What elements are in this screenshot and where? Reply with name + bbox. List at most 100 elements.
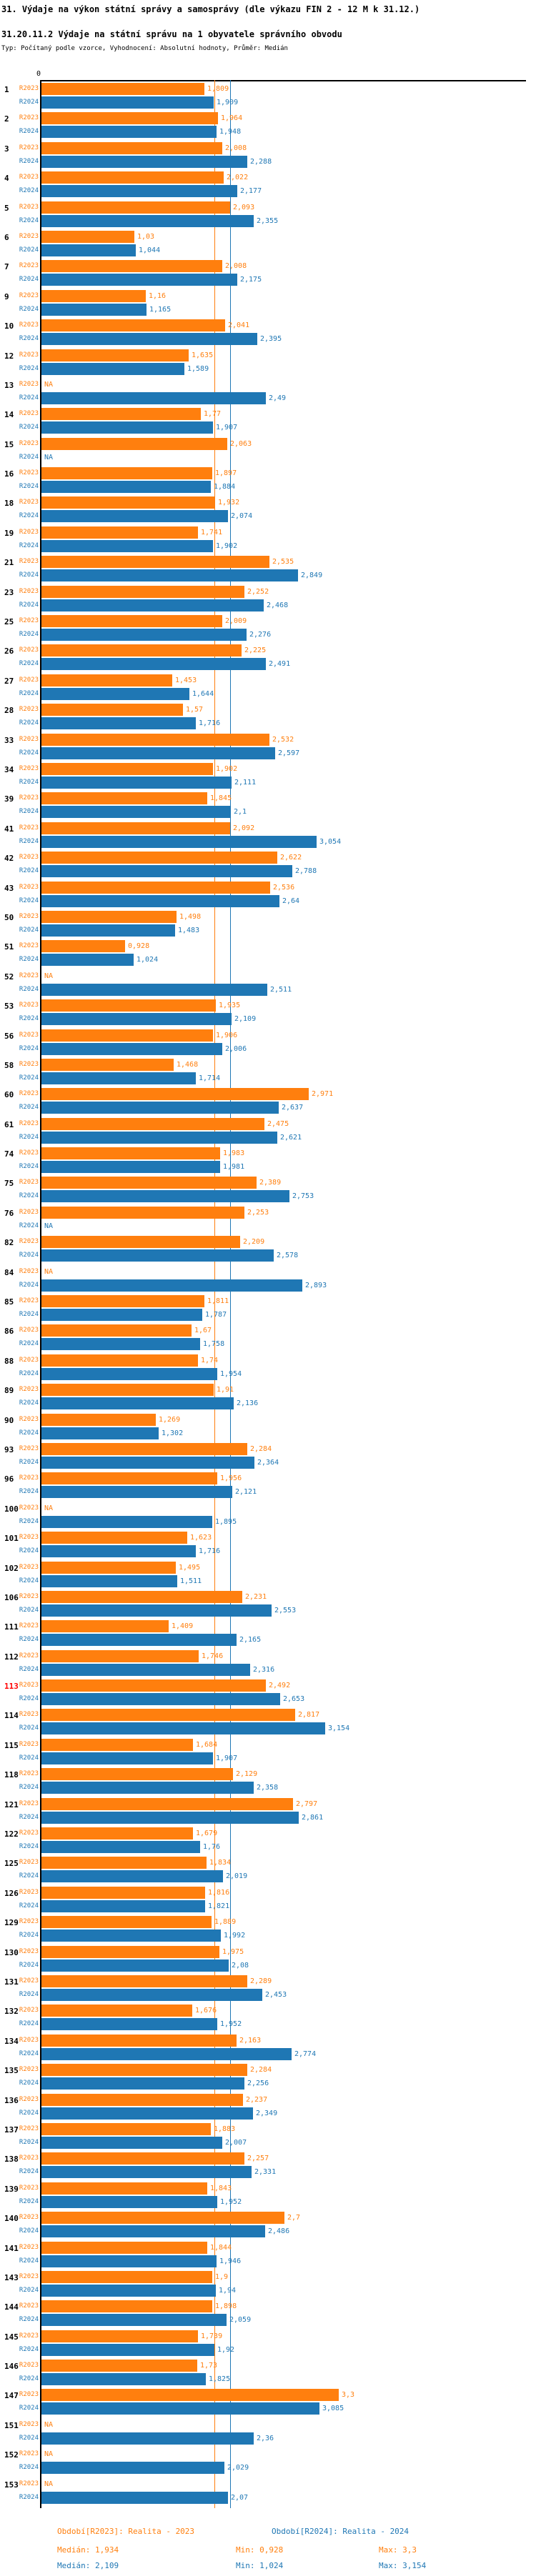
value-label-r2023: 1,74 xyxy=(201,1356,219,1364)
district-row: 23 R2023 2,252 R2024 2,468 xyxy=(0,585,536,615)
series-label-r2024: R2024 xyxy=(19,2080,39,2087)
bar-r2023 xyxy=(41,289,146,302)
value-label-r2024: 1,76 xyxy=(203,1843,221,1852)
value-label-r2023: 2,817 xyxy=(298,1711,320,1719)
bar-r2023 xyxy=(41,1797,293,1810)
district-row: 86 R2023 1,67 R2024 1,758 xyxy=(0,1324,536,1354)
bar-r2023 xyxy=(41,556,269,569)
bar-r2023 xyxy=(41,1384,214,1397)
value-label-r2024: 2,019 xyxy=(226,1872,248,1881)
series-label-r2023: R2023 xyxy=(19,1090,39,1098)
axis-top-line xyxy=(40,80,526,81)
district-row: 118 R2023 2,129 R2024 2,358 xyxy=(0,1768,536,1797)
bar-line-r2024: R2024 2,165 xyxy=(0,1634,536,1647)
series-label-r2024: R2024 xyxy=(19,1311,39,1319)
district-row: 136 R2023 2,237 R2024 2,349 xyxy=(0,2093,536,2123)
value-label-r2024: 1,787 xyxy=(205,1311,227,1319)
bar-line-r2024: R2024 1,952 xyxy=(0,2018,536,2031)
bar-r2024 xyxy=(41,1042,222,1055)
bar-line-r2023: R2023 NA xyxy=(0,1266,536,1278)
bar-line-r2023: R2023 2,022 xyxy=(0,171,536,184)
value-label-r2023: 1,809 xyxy=(207,85,229,93)
district-number: 18 xyxy=(4,499,14,509)
series-label-r2024: R2024 xyxy=(19,2257,39,2265)
bar-line-r2024: R2024 2,059 xyxy=(0,2314,536,2327)
series-label-r2023: R2023 xyxy=(19,2066,39,2074)
series-label-r2023: R2023 xyxy=(19,1119,39,1127)
series-label-r2023: R2023 xyxy=(19,1740,39,1748)
value-label-r2023: 1,409 xyxy=(172,1622,194,1631)
bar-r2024 xyxy=(41,1102,279,1114)
bar-line-r2023: R2023 2,7 xyxy=(0,2212,536,2225)
bar-r2023 xyxy=(41,260,222,273)
bar-r2024 xyxy=(41,126,217,139)
bar-line-r2023: R2023 NA xyxy=(0,2478,536,2490)
series-label-r2024: R2024 xyxy=(19,749,39,757)
district-number: 121 xyxy=(4,1799,19,1809)
bar-line-r2023: R2023 2,129 xyxy=(0,1768,536,1781)
value-label-r2023: 2,063 xyxy=(230,439,252,448)
district-number: 27 xyxy=(4,676,14,686)
bar-r2024 xyxy=(41,2255,217,2267)
district-row: 85 R2023 1,811 R2024 1,787 xyxy=(0,1295,536,1324)
bar-line-r2023: R2023 1,9 xyxy=(0,2270,536,2283)
chart-rows: 1 R2023 1,809 R2024 1,909 2 R2023 1,964 R2024 1,9… xyxy=(0,83,536,2507)
bar-r2024 xyxy=(41,539,213,552)
bar-line-r2024: R2024 1,895 xyxy=(0,1515,536,1528)
bar-line-r2023: R2023 NA xyxy=(0,2448,536,2460)
district-row: 131 R2023 2,289 R2024 2,453 xyxy=(0,1975,536,2005)
series-label-r2023: R2023 xyxy=(19,1327,39,1334)
bar-line-r2024: R2024 2,006 xyxy=(0,1042,536,1055)
value-label-r2023: 1,16 xyxy=(149,291,167,300)
series-label-r2023: R2023 xyxy=(19,2272,39,2280)
bar-line-r2023: R2023 1,975 xyxy=(0,1945,536,1958)
district-row: 50 R2023 1,498 R2024 1,483 xyxy=(0,910,536,940)
value-label-r2023: 1,679 xyxy=(196,1829,218,1838)
bar-line-r2023: R2023 2,209 xyxy=(0,1236,536,1249)
bar-r2023 xyxy=(41,1236,240,1249)
bar-line-r2023: R2023 1,935 xyxy=(0,999,536,1012)
series-label-r2024: R2024 xyxy=(19,1606,39,1614)
value-label-r2023: 2,797 xyxy=(296,1799,318,1808)
district-number: 51 xyxy=(4,942,14,952)
district-row: 129 R2023 1,889 R2024 1,992 xyxy=(0,1916,536,1945)
series-label-r2024: R2024 xyxy=(19,2493,39,2501)
bar-line-r2023: R2023 1,453 xyxy=(0,674,536,687)
value-label-r2024: 2,358 xyxy=(257,1784,279,1792)
bar-r2023 xyxy=(41,408,201,421)
bar-r2024 xyxy=(41,983,267,996)
value-label-r2024: 1,644 xyxy=(192,689,214,698)
value-label-r2023: 2,163 xyxy=(239,2036,262,2045)
value-label-r2024: 2,121 xyxy=(235,1488,257,1497)
district-number: 6 xyxy=(4,232,9,242)
district-number: 28 xyxy=(4,706,14,716)
series-label-r2023: R2023 xyxy=(19,1386,39,1394)
value-label-r2024: 2,468 xyxy=(267,601,289,609)
value-label-r2024: 1,825 xyxy=(209,2375,231,2384)
district-number: 145 xyxy=(4,2332,19,2342)
bar-r2024 xyxy=(41,1899,205,1912)
bar-r2024 xyxy=(41,2107,253,2120)
district-number: 16 xyxy=(4,469,14,479)
district-row: 60 R2023 2,971 R2024 2,637 xyxy=(0,1088,536,1117)
value-label-r2024: 1,948 xyxy=(219,128,242,136)
bar-r2024 xyxy=(41,687,189,700)
bar-r2023 xyxy=(41,881,270,894)
bar-r2023 xyxy=(41,644,242,657)
value-label-r2024: 2,08 xyxy=(232,1961,249,1970)
bar-r2024 xyxy=(41,1367,217,1380)
value-label-r2024: 2,653 xyxy=(283,1695,305,1704)
value-label-r2023: 2,532 xyxy=(272,735,294,744)
value-label-r2023: 1,9 xyxy=(215,2272,229,2281)
value-label-r2024: 1,483 xyxy=(178,926,200,934)
district-number: 146 xyxy=(4,2362,19,2372)
bar-r2023 xyxy=(41,2034,237,2047)
series-label-r2023: R2023 xyxy=(19,410,39,418)
bar-r2024 xyxy=(41,1604,272,1617)
district-number: 118 xyxy=(4,1770,19,1780)
value-label-r2023: 1,902 xyxy=(216,764,238,773)
bar-r2023 xyxy=(41,201,230,214)
value-label-r2024: 2,165 xyxy=(239,1636,262,1644)
bar-r2024 xyxy=(41,185,237,198)
district-row: 137 R2023 1,883 R2024 2,007 xyxy=(0,2122,536,2152)
